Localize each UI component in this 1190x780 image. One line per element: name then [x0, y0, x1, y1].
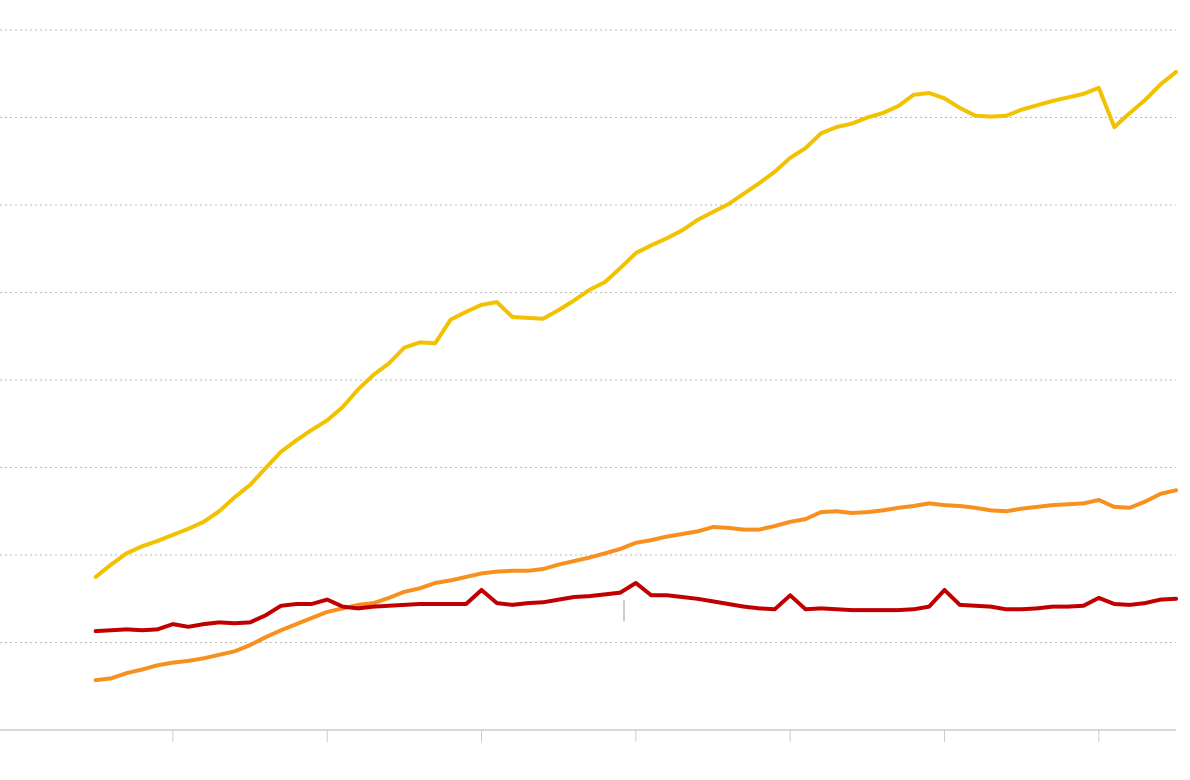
line-series — [93, 70, 1178, 579]
line-series — [93, 488, 1178, 683]
line-series — [93, 581, 1178, 634]
